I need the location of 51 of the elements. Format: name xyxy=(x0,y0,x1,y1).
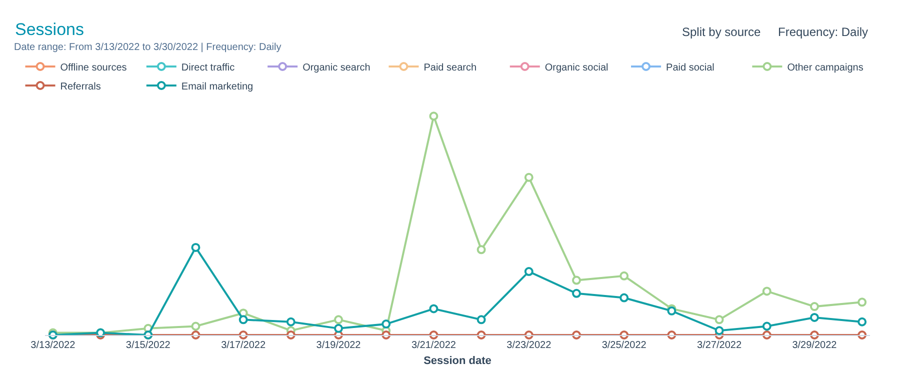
point xyxy=(810,330,819,340)
x-tick-label: 3/23/2022 xyxy=(506,340,552,351)
x-tick-label: 3/13/2022 xyxy=(30,340,76,351)
point xyxy=(620,293,629,302)
point xyxy=(524,267,534,276)
legend-label: Email marketing xyxy=(181,81,254,92)
point xyxy=(429,112,438,121)
point xyxy=(286,317,296,326)
x-tick-label: 3/17/2022 xyxy=(221,340,266,351)
point xyxy=(334,324,344,333)
point xyxy=(476,315,486,324)
point xyxy=(334,315,344,324)
point xyxy=(572,330,581,340)
chart-title: Sessions xyxy=(15,20,84,39)
x-tick-label: 3/19/2022 xyxy=(316,340,362,351)
point xyxy=(238,315,248,324)
point xyxy=(429,304,438,314)
point xyxy=(714,326,724,336)
x-tick-label: 3/27/2022 xyxy=(697,340,742,351)
x-tick-label: 3/21/2022 xyxy=(411,340,456,351)
x-tick-label: 3/25/2022 xyxy=(602,340,647,351)
legend-label: Paid social xyxy=(666,62,714,74)
point xyxy=(762,286,772,296)
point xyxy=(476,245,486,254)
legend-label: Organic social xyxy=(544,62,608,74)
point xyxy=(572,276,581,285)
legend-label: Offline sources xyxy=(60,62,127,74)
legend-label: Other campaigns xyxy=(787,62,864,74)
legend-label: Paid search xyxy=(424,62,477,74)
text: Frequency: Daily xyxy=(778,25,868,39)
point xyxy=(714,315,724,324)
x-tick-label: 3/29/2022 xyxy=(792,340,838,351)
point xyxy=(858,298,867,307)
point xyxy=(810,302,819,312)
chart-subtitle: Date range: From 3/13/2022 to 3/30/2022 | Frequency: Daily xyxy=(14,42,282,53)
x-tick-label: 3/15/2022 xyxy=(126,340,171,351)
point xyxy=(810,312,819,322)
point xyxy=(382,320,391,329)
text: Split by source xyxy=(682,25,762,39)
legend-label: Organic search xyxy=(302,62,370,74)
point xyxy=(858,330,867,340)
point xyxy=(572,288,581,298)
legend-label: Referrals xyxy=(60,81,101,92)
x-axis-title: Session date xyxy=(424,355,492,368)
point xyxy=(191,242,200,252)
point xyxy=(620,271,629,280)
point xyxy=(191,322,200,331)
point xyxy=(858,317,867,326)
legend-label: Direct traffic xyxy=(181,62,235,74)
point xyxy=(762,322,772,331)
point xyxy=(524,172,534,182)
